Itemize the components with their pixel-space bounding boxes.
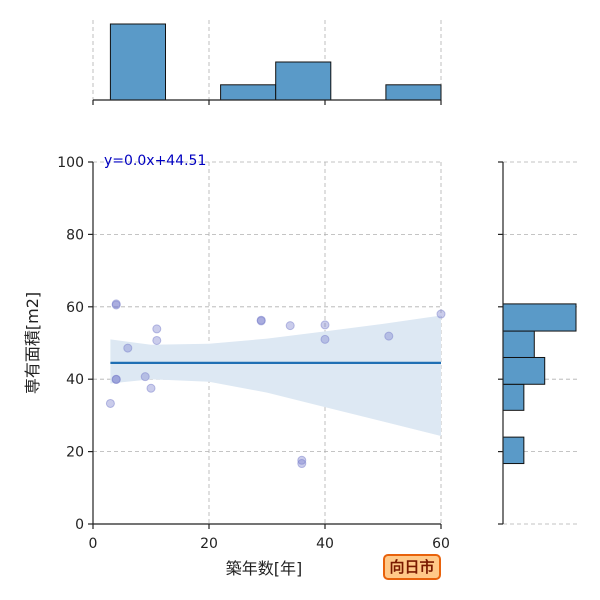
x-axis-title: 築年数[年] bbox=[226, 559, 303, 578]
y-tick-label: 40 bbox=[66, 372, 84, 388]
top-hist-bar bbox=[220, 84, 277, 101]
top-hist-bar bbox=[385, 84, 442, 101]
scatter-point bbox=[111, 300, 121, 310]
x-tick-label: 20 bbox=[200, 536, 218, 552]
scatter-point bbox=[152, 335, 162, 345]
confidence-band bbox=[110, 315, 442, 437]
main-axes: 0 20 40 60 0 20 40 60 80 100 bbox=[57, 155, 450, 552]
scatter-point bbox=[146, 383, 156, 393]
x-tick-label: 40 bbox=[316, 536, 334, 552]
scatter-point bbox=[297, 455, 307, 465]
scatter-point bbox=[320, 334, 330, 344]
x-tick-label: 0 bbox=[89, 536, 98, 552]
city-badge: 向日市 bbox=[383, 554, 441, 580]
top-hist-bar bbox=[109, 23, 166, 101]
scatter-point bbox=[123, 343, 133, 353]
scatter-point bbox=[256, 315, 266, 325]
y-tick-label: 80 bbox=[66, 227, 84, 243]
scatter-point bbox=[384, 331, 394, 341]
y-tick-label: 100 bbox=[57, 155, 84, 171]
y-tick-label: 20 bbox=[66, 445, 84, 461]
y-tick-label: 60 bbox=[66, 300, 84, 316]
top-hist-bar bbox=[275, 61, 332, 101]
scatter-point bbox=[320, 320, 330, 330]
scatter-point bbox=[140, 372, 150, 382]
right-hist-bar bbox=[502, 330, 535, 358]
scatter-points-layer bbox=[105, 299, 446, 469]
scatter-point bbox=[436, 309, 446, 319]
regression-equation: y=0.0x+44.51 bbox=[104, 153, 206, 169]
right-hist-bar bbox=[502, 303, 577, 332]
right-hist-bar bbox=[502, 383, 525, 411]
y-axis-title: 専有面積[m2] bbox=[23, 292, 42, 394]
scatter-point bbox=[285, 321, 295, 331]
scatter-point bbox=[297, 459, 307, 469]
scatter-point bbox=[152, 324, 162, 334]
right-hist-bar bbox=[502, 356, 546, 385]
right-marginal-histogram bbox=[498, 161, 580, 525]
scatter-point bbox=[105, 398, 115, 408]
top-marginal-histogram bbox=[92, 20, 442, 105]
confidence-band-layer bbox=[110, 315, 442, 437]
right-hist-bar bbox=[502, 436, 525, 465]
y-tick-label: 0 bbox=[75, 517, 84, 533]
scatter-point bbox=[111, 375, 121, 385]
x-tick-label: 60 bbox=[432, 536, 450, 552]
